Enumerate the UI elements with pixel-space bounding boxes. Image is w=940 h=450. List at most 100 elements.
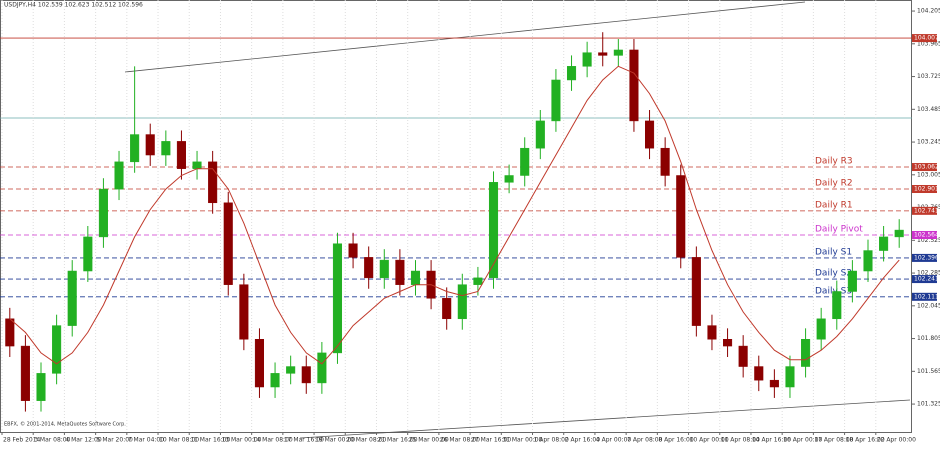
candle-body [738, 345, 748, 367]
candle-body [348, 243, 358, 258]
candle-body [223, 202, 233, 285]
candle-body [270, 373, 280, 388]
level-box [912, 292, 937, 301]
candle-body [254, 339, 264, 388]
y-tick-label: 103.245 [917, 139, 940, 146]
candle-body [395, 259, 405, 285]
candle-body [52, 325, 62, 374]
trend-line [299, 399, 911, 439]
candle-body [145, 134, 155, 156]
candle-body [847, 270, 857, 292]
level-value: 102.111 [914, 293, 939, 300]
candle-body [535, 120, 545, 149]
x-tick-label: 14 Apr 16:00 [752, 437, 791, 444]
level-value: 104.007 [914, 35, 939, 42]
candle-body [473, 277, 483, 285]
x-tick-label: 22 Apr 00:00 [877, 437, 916, 444]
x-tick-label: 17 Apr 08:00 [814, 437, 853, 444]
x-tick-label: 11 Mar 16:00 [190, 437, 230, 444]
level-value: 102.396 [914, 254, 939, 261]
level-name: Daily R1 [815, 200, 853, 210]
y-tick-label: 102.045 [917, 302, 940, 309]
y-tick-label: 101.805 [917, 335, 940, 342]
candle-body [98, 188, 108, 238]
x-tick-label: 20 Mar 08:00 [346, 437, 386, 444]
candle-body [785, 366, 795, 388]
x-tick-label: 14 Mar 08:00 [253, 437, 293, 444]
candle-body [114, 161, 124, 190]
candle-body [364, 257, 374, 279]
candle-body [192, 161, 202, 169]
candle-body [504, 175, 514, 183]
plot-frame [0, 0, 912, 433]
candle-body [130, 134, 140, 163]
candle-body [660, 147, 670, 176]
y-tick-label: 103.725 [917, 73, 940, 80]
candle-body [379, 259, 389, 279]
candle-body [317, 352, 327, 384]
moving-average [9, 65, 900, 365]
candle-body [598, 52, 608, 56]
x-tick-label: 28 Feb 2014 [3, 437, 41, 444]
candle-body [83, 236, 93, 272]
level-box [912, 230, 937, 239]
y-tick-label: 104.205 [917, 8, 940, 15]
candle-body [488, 182, 499, 279]
x-tick-label: 1 Apr 08:00 [534, 437, 569, 444]
level-box [912, 275, 937, 284]
y-tick-label: 103.005 [917, 171, 940, 178]
x-tick-label: 19 Mar 00:00 [315, 437, 355, 444]
level-value: 103.062 [914, 164, 939, 171]
x-tick-label: 13 Mar 00:00 [221, 437, 261, 444]
candle-body [20, 345, 30, 401]
x-tick-label: 5 Mar 20:00 [97, 437, 133, 444]
candle-body [442, 298, 452, 320]
x-tick-label: 4 Mar 12:00 [65, 437, 101, 444]
candle-body [239, 284, 249, 340]
x-tick-label: 31 Mar 00:00 [502, 437, 542, 444]
candle-body [161, 141, 171, 156]
chart-title: USDJPY,H4 102.539 102.623 102.512 102.59… [4, 2, 143, 9]
candle-body [551, 79, 561, 122]
level-value: 102.241 [914, 276, 939, 283]
candle-body [67, 270, 77, 326]
level-name: Daily Pivot [815, 224, 863, 234]
y-tick-label: 102.525 [917, 237, 940, 244]
candle-body [832, 291, 842, 320]
level-box [912, 34, 937, 43]
level-name: Daily R2 [815, 179, 853, 189]
level-box [912, 185, 937, 194]
level-name: Daily R3 [815, 157, 853, 167]
candle-body [176, 141, 186, 169]
candle-body [301, 366, 311, 384]
candle-body [723, 339, 733, 347]
level-box [912, 253, 937, 262]
y-tick-label: 101.325 [917, 401, 940, 408]
candle-body [816, 318, 826, 340]
candle-body [208, 161, 218, 204]
level-box [912, 163, 937, 172]
x-tick-label: 4 Apr 00:00 [596, 437, 631, 444]
x-tick-label: 18 Apr 16:00 [846, 437, 885, 444]
candle-body [645, 120, 655, 149]
candle-body [410, 270, 421, 285]
candle-body [754, 366, 764, 381]
y-tick-label: 102.285 [917, 270, 940, 277]
y-tick-label: 103.485 [917, 106, 940, 113]
x-tick-label: 3 Mar 08:00 [34, 437, 70, 444]
x-tick-label: 25 Mar 00:00 [409, 437, 449, 444]
level-name: Daily S1 [815, 247, 852, 257]
x-tick-label: 10 Mar 08:00 [159, 437, 199, 444]
candle-body [879, 236, 889, 251]
candle-body [520, 147, 530, 176]
x-tick-label: 26 Mar 08:00 [440, 437, 480, 444]
x-tick-label: 7 Mar 04:00 [128, 437, 164, 444]
candle-body [629, 49, 639, 122]
candle-body [582, 52, 592, 67]
x-tick-label: 11 Apr 08:00 [721, 437, 760, 444]
level-value: 102.901 [914, 186, 939, 193]
level-value: 102.741 [914, 207, 939, 214]
x-tick-label: 27 Mar 16:00 [471, 437, 511, 444]
candle-body [5, 318, 15, 347]
candle-body [36, 373, 46, 401]
